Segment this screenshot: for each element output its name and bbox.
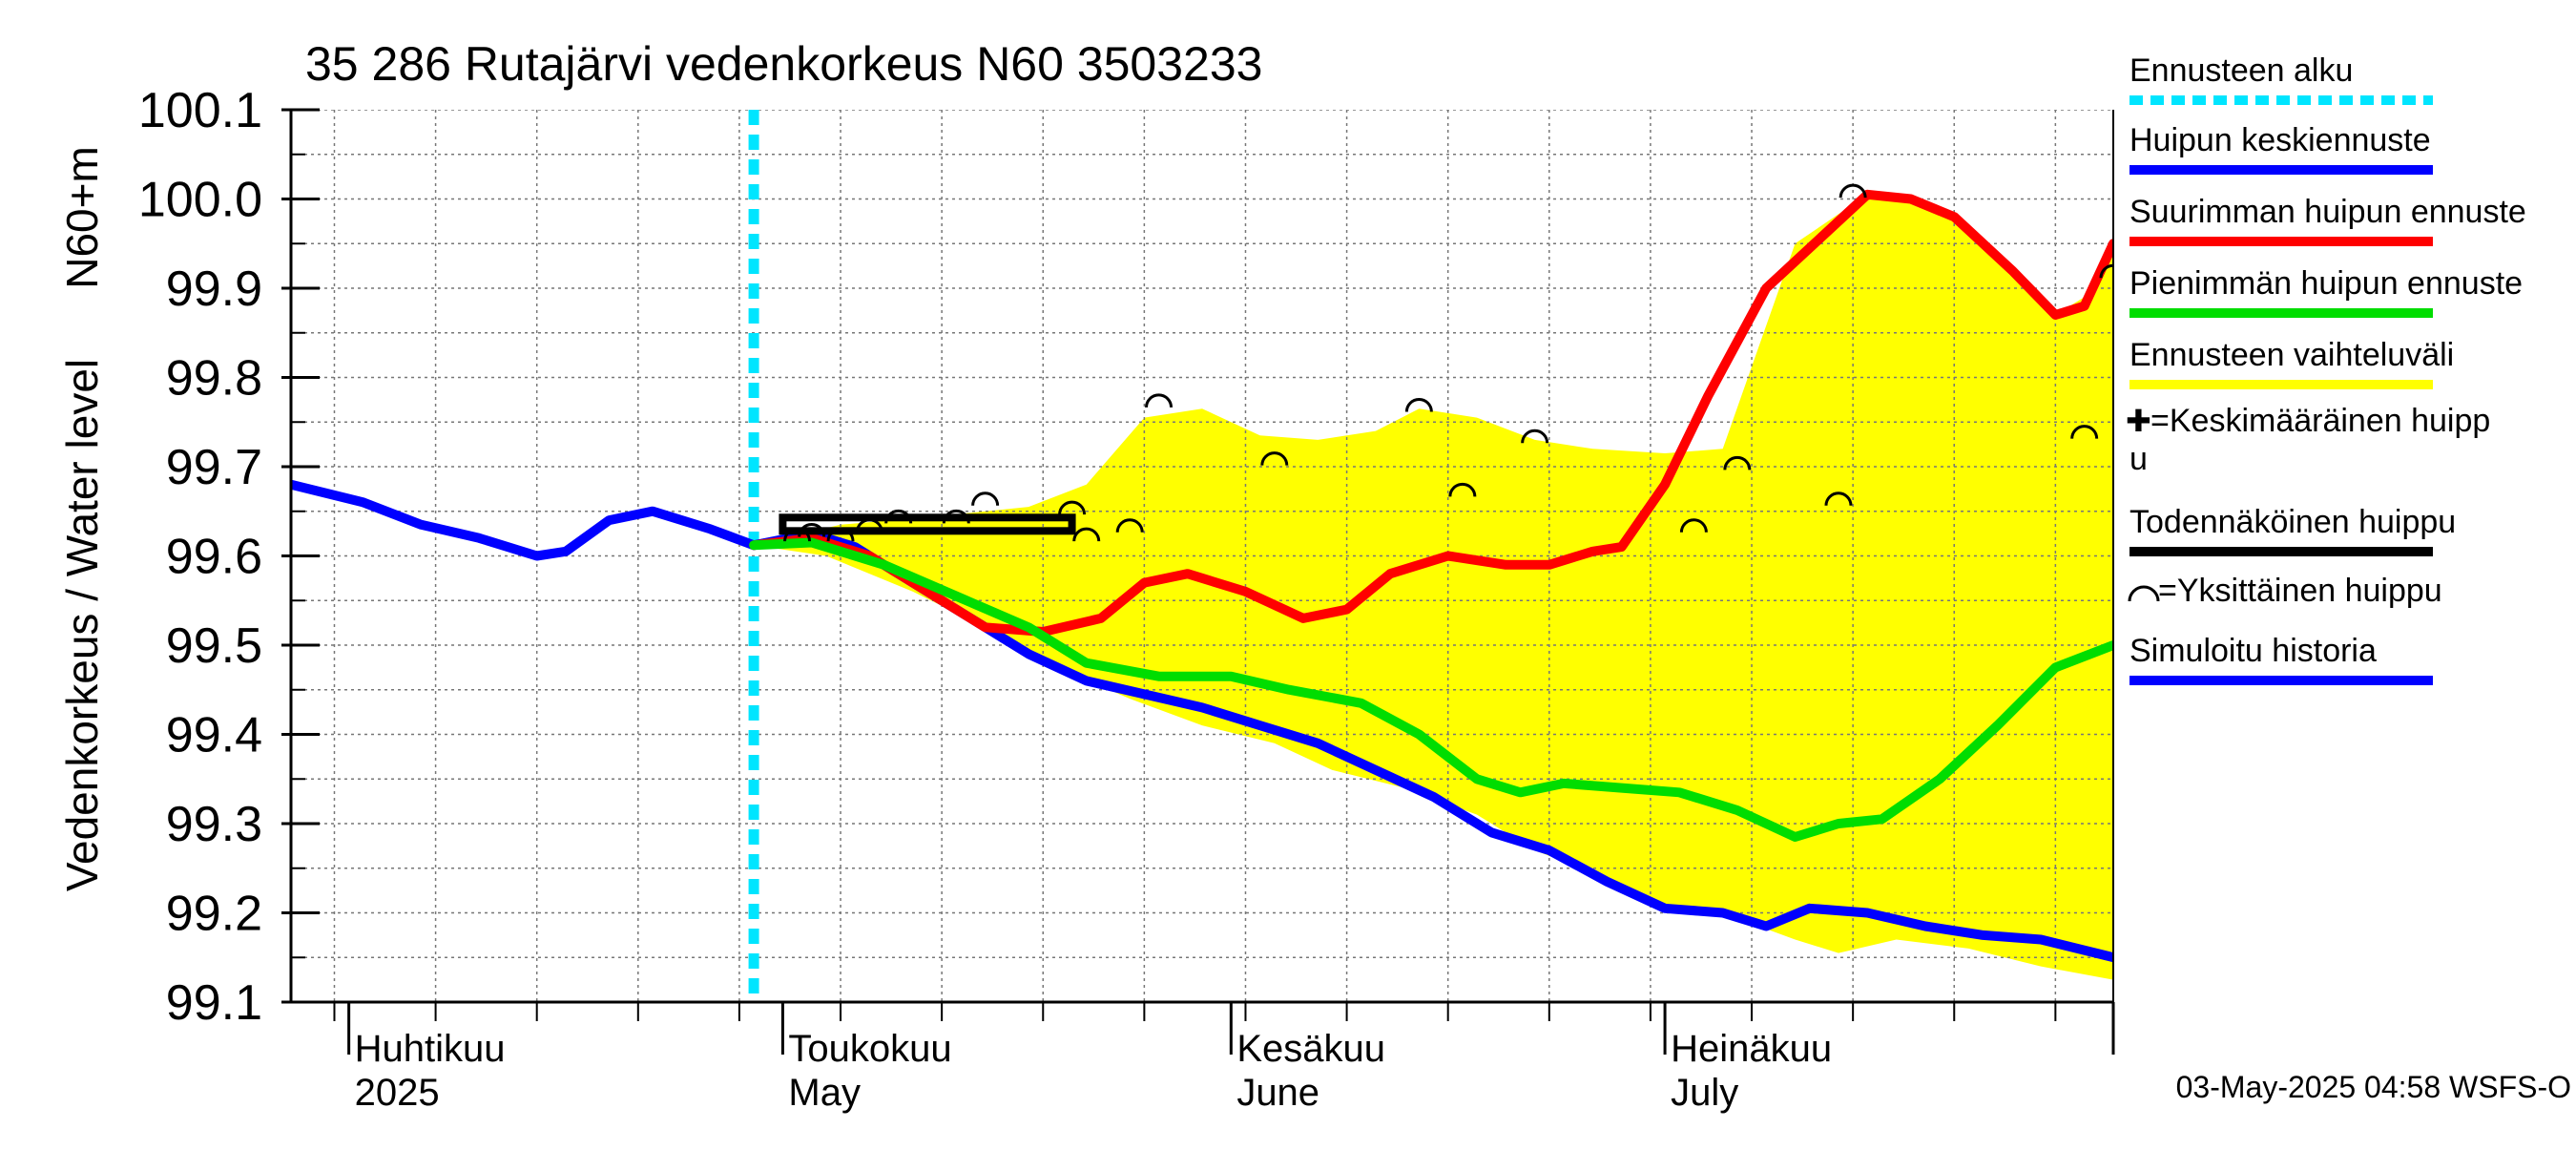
legend-label: Huipun keskiennuste [2129, 122, 2431, 158]
series-line-pienimm-n-huipun-ennuste [749, 537, 2113, 842]
x-month-label-fi: Kesäkuu [1236, 1028, 1385, 1070]
y-tick-label: 99.8 [166, 351, 262, 407]
y-tick-label: 99.3 [166, 797, 262, 852]
individual-peak-marker [1679, 518, 1708, 533]
plot-area [291, 110, 2113, 1002]
chart-title: 35 286 Rutajärvi vedenkorkeus N60 350323… [305, 37, 1262, 91]
x-month-label-en: May [788, 1072, 861, 1114]
legend-label: =Yksittäinen huippu [2158, 573, 2442, 609]
x-month-label-fi: Huhtikuu [355, 1028, 506, 1070]
individual-peak-marker [1058, 500, 1087, 515]
series-line-simuloitu-historia [291, 479, 759, 561]
individual-peak-marker [2099, 263, 2113, 279]
legend-label: Suurimman huipun ennuste [2129, 194, 2526, 230]
individual-peak-marker [1145, 393, 1174, 408]
individual-peak-marker [1839, 183, 1867, 199]
legend-label: Todennäköinen huippu [2129, 504, 2456, 540]
individual-peak-marker [1448, 482, 1477, 497]
individual-peak-marker [971, 491, 1000, 506]
individual-peak-marker [2070, 425, 2099, 439]
y-tick-label: 100.1 [138, 83, 262, 138]
y-tick-label: 99.9 [166, 261, 262, 317]
individual-peak-marker [1404, 398, 1433, 412]
x-month-label-fi: Toukokuu [788, 1028, 951, 1070]
forecast-range-band [754, 194, 2113, 980]
legend-label-continued: u [2129, 441, 2148, 477]
individual-peak-marker [942, 510, 970, 524]
y-axis-label-left: Vedenkorkeus / Water level [57, 359, 107, 891]
individual-peak-marker [1260, 451, 1289, 466]
individual-peak-marker [826, 527, 855, 542]
individual-peak-marker [1521, 429, 1549, 444]
individual-peak-marker [855, 518, 883, 533]
legend: Ennusteen alku Huipun keskiennuste Suurimm… [2126, 52, 2526, 685]
individual-peak-marker [783, 527, 812, 542]
y-tick-label: 99.7 [166, 440, 262, 495]
legend-label: Ennusteen vaihteluväli [2129, 337, 2454, 373]
legend-symbol-plus: ✚ [2126, 404, 2151, 438]
legend-label: =Keskimääräinen huipp [2150, 403, 2490, 439]
x-month-label-en: June [1236, 1072, 1319, 1114]
individual-peak-marker [1824, 491, 1853, 506]
x-month-label-en: July [1671, 1072, 1738, 1114]
individual-peak-marker [1115, 518, 1144, 533]
plot-inner [291, 110, 2113, 1002]
individual-peak-marker [884, 509, 913, 524]
y-tick-label: 100.0 [138, 173, 262, 228]
y-tick-label: 99.2 [166, 887, 262, 942]
legend-symbol-arc [2128, 585, 2160, 602]
axes: 99.1 99.2 99.3 99.4 99.5 99.6 99.7 99.8 99.9 100.… [138, 83, 2115, 1114]
legend-label: Pienimmän huipun ennuste [2129, 265, 2523, 302]
x-month-label-fi: Heinäkuu [1671, 1028, 1832, 1070]
y-tick-label: 99.1 [166, 975, 262, 1031]
y-tick-label: 99.4 [166, 708, 262, 763]
x-month-label-en: 2025 [355, 1072, 440, 1114]
individual-peak-marker [1723, 455, 1752, 470]
legend-label: Simuloitu historia [2129, 633, 2377, 669]
y-axis-label-right: N60+m [57, 146, 107, 289]
individual-peak-marker [1072, 527, 1101, 542]
legend-label: Ennusteen alku [2129, 52, 2353, 89]
individual-peak-marker [798, 522, 826, 537]
y-tick-label: 99.6 [166, 530, 262, 585]
footer-timestamp: 03-May-2025 04:58 WSFS-O [2176, 1070, 2571, 1104]
probable-peak-box [779, 513, 1076, 535]
y-tick-label: 99.5 [166, 618, 262, 674]
